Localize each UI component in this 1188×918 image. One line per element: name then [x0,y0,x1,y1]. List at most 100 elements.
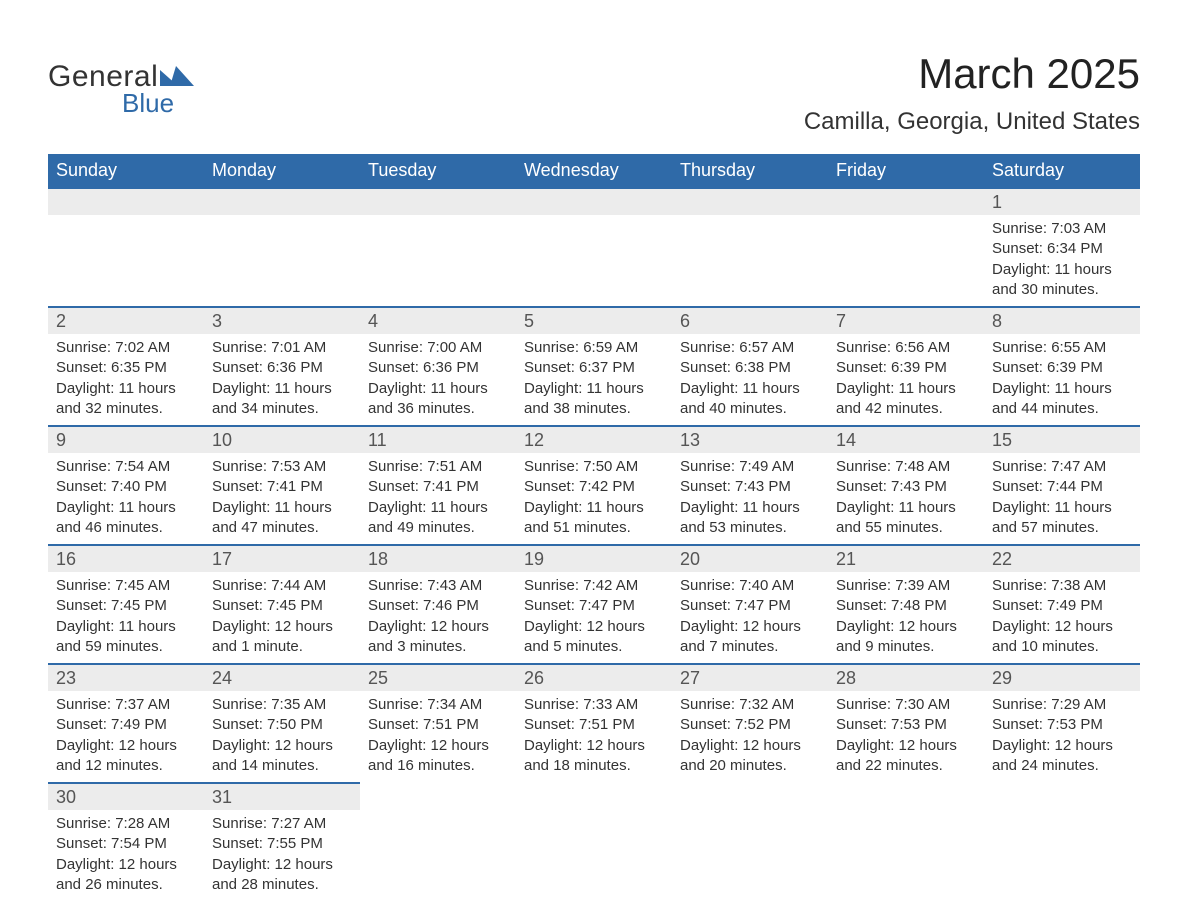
day-number [672,783,828,809]
day-content: Sunrise: 7:43 AMSunset: 7:46 PMDaylight:… [360,572,516,663]
daylight-line: Daylight: 11 hours and 38 minutes. [524,379,664,420]
calendar-cell [48,188,204,307]
sunset-line: Sunset: 6:39 PM [992,358,1132,378]
day-content: Sunrise: 7:28 AMSunset: 7:54 PMDaylight:… [48,810,204,901]
calendar-cell: 18Sunrise: 7:43 AMSunset: 7:46 PMDayligh… [360,545,516,664]
sunset-line: Sunset: 7:40 PM [56,477,196,497]
calendar-row: 9Sunrise: 7:54 AMSunset: 7:40 PMDaylight… [48,426,1140,545]
sunrise-line: Sunrise: 6:56 AM [836,338,976,358]
day-number: 8 [984,308,1140,334]
day-number: 11 [360,427,516,453]
sunset-line: Sunset: 7:44 PM [992,477,1132,497]
day-content: Sunrise: 7:01 AMSunset: 6:36 PMDaylight:… [204,334,360,425]
day-number: 28 [828,665,984,691]
day-number: 10 [204,427,360,453]
logo: General Blue [48,60,194,119]
day-content: Sunrise: 7:42 AMSunset: 7:47 PMDaylight:… [516,572,672,663]
day-number [48,189,204,215]
calendar-cell: 15Sunrise: 7:47 AMSunset: 7:44 PMDayligh… [984,426,1140,545]
day-number: 4 [360,308,516,334]
daylight-line: Daylight: 11 hours and 49 minutes. [368,498,508,539]
title-block: March 2025 Camilla, Georgia, United Stat… [804,50,1140,136]
day-number [828,783,984,809]
day-number: 7 [828,308,984,334]
calendar-cell: 25Sunrise: 7:34 AMSunset: 7:51 PMDayligh… [360,664,516,783]
day-content: Sunrise: 7:54 AMSunset: 7:40 PMDaylight:… [48,453,204,544]
day-content: Sunrise: 6:56 AMSunset: 6:39 PMDaylight:… [828,334,984,425]
day-content [516,215,672,295]
sunset-line: Sunset: 7:51 PM [368,715,508,735]
day-header: Saturday [984,154,1140,188]
calendar-cell [204,188,360,307]
sunset-line: Sunset: 6:38 PM [680,358,820,378]
sunset-line: Sunset: 7:43 PM [836,477,976,497]
sunrise-line: Sunrise: 7:33 AM [524,695,664,715]
day-content: Sunrise: 7:47 AMSunset: 7:44 PMDaylight:… [984,453,1140,544]
daylight-line: Daylight: 12 hours and 18 minutes. [524,736,664,777]
day-number: 19 [516,546,672,572]
calendar-cell: 26Sunrise: 7:33 AMSunset: 7:51 PMDayligh… [516,664,672,783]
daylight-line: Daylight: 12 hours and 20 minutes. [680,736,820,777]
day-header: Thursday [672,154,828,188]
calendar-row: 2Sunrise: 7:02 AMSunset: 6:35 PMDaylight… [48,307,1140,426]
sunset-line: Sunset: 6:35 PM [56,358,196,378]
calendar-cell: 6Sunrise: 6:57 AMSunset: 6:38 PMDaylight… [672,307,828,426]
sunset-line: Sunset: 7:49 PM [992,596,1132,616]
calendar-cell: 14Sunrise: 7:48 AMSunset: 7:43 PMDayligh… [828,426,984,545]
day-content: Sunrise: 7:40 AMSunset: 7:47 PMDaylight:… [672,572,828,663]
daylight-line: Daylight: 11 hours and 46 minutes. [56,498,196,539]
calendar-row: 30Sunrise: 7:28 AMSunset: 7:54 PMDayligh… [48,783,1140,901]
day-content: Sunrise: 7:50 AMSunset: 7:42 PMDaylight:… [516,453,672,544]
daylight-line: Daylight: 12 hours and 7 minutes. [680,617,820,658]
daylight-line: Daylight: 11 hours and 32 minutes. [56,379,196,420]
sunrise-line: Sunrise: 6:57 AM [680,338,820,358]
sunrise-line: Sunrise: 7:44 AM [212,576,352,596]
calendar-cell: 1Sunrise: 7:03 AMSunset: 6:34 PMDaylight… [984,188,1140,307]
daylight-line: Daylight: 11 hours and 47 minutes. [212,498,352,539]
calendar-cell: 22Sunrise: 7:38 AMSunset: 7:49 PMDayligh… [984,545,1140,664]
day-content: Sunrise: 7:27 AMSunset: 7:55 PMDaylight:… [204,810,360,901]
day-header: Friday [828,154,984,188]
calendar-cell: 8Sunrise: 6:55 AMSunset: 6:39 PMDaylight… [984,307,1140,426]
day-content: Sunrise: 7:00 AMSunset: 6:36 PMDaylight:… [360,334,516,425]
sunrise-line: Sunrise: 7:27 AM [212,814,352,834]
calendar-cell [360,783,516,901]
day-content [828,215,984,295]
sunrise-line: Sunrise: 7:03 AM [992,219,1132,239]
calendar-cell [828,783,984,901]
day-number [516,189,672,215]
calendar-head: SundayMondayTuesdayWednesdayThursdayFrid… [48,154,1140,188]
day-number: 31 [204,784,360,810]
daylight-line: Daylight: 12 hours and 9 minutes. [836,617,976,658]
calendar-cell: 28Sunrise: 7:30 AMSunset: 7:53 PMDayligh… [828,664,984,783]
sunset-line: Sunset: 7:55 PM [212,834,352,854]
sunrise-line: Sunrise: 7:47 AM [992,457,1132,477]
day-number: 6 [672,308,828,334]
sunrise-line: Sunrise: 7:39 AM [836,576,976,596]
day-number: 1 [984,189,1140,215]
day-header: Wednesday [516,154,672,188]
sunrise-line: Sunrise: 7:54 AM [56,457,196,477]
day-number [204,189,360,215]
day-header: Tuesday [360,154,516,188]
calendar-cell [984,783,1140,901]
calendar-cell: 30Sunrise: 7:28 AMSunset: 7:54 PMDayligh… [48,783,204,901]
calendar-cell: 16Sunrise: 7:45 AMSunset: 7:45 PMDayligh… [48,545,204,664]
sunrise-line: Sunrise: 7:38 AM [992,576,1132,596]
logo-mark-icon [160,64,194,91]
calendar-cell [672,783,828,901]
calendar-cell [516,188,672,307]
calendar-cell: 3Sunrise: 7:01 AMSunset: 6:36 PMDaylight… [204,307,360,426]
calendar-cell: 5Sunrise: 6:59 AMSunset: 6:37 PMDaylight… [516,307,672,426]
calendar-cell: 29Sunrise: 7:29 AMSunset: 7:53 PMDayligh… [984,664,1140,783]
day-number: 14 [828,427,984,453]
sunset-line: Sunset: 7:53 PM [836,715,976,735]
day-content: Sunrise: 7:37 AMSunset: 7:49 PMDaylight:… [48,691,204,782]
day-number: 30 [48,784,204,810]
calendar-cell: 4Sunrise: 7:00 AMSunset: 6:36 PMDaylight… [360,307,516,426]
day-content [984,809,1140,889]
day-content: Sunrise: 7:51 AMSunset: 7:41 PMDaylight:… [360,453,516,544]
calendar-cell [828,188,984,307]
daylight-line: Daylight: 11 hours and 34 minutes. [212,379,352,420]
sunrise-line: Sunrise: 7:00 AM [368,338,508,358]
